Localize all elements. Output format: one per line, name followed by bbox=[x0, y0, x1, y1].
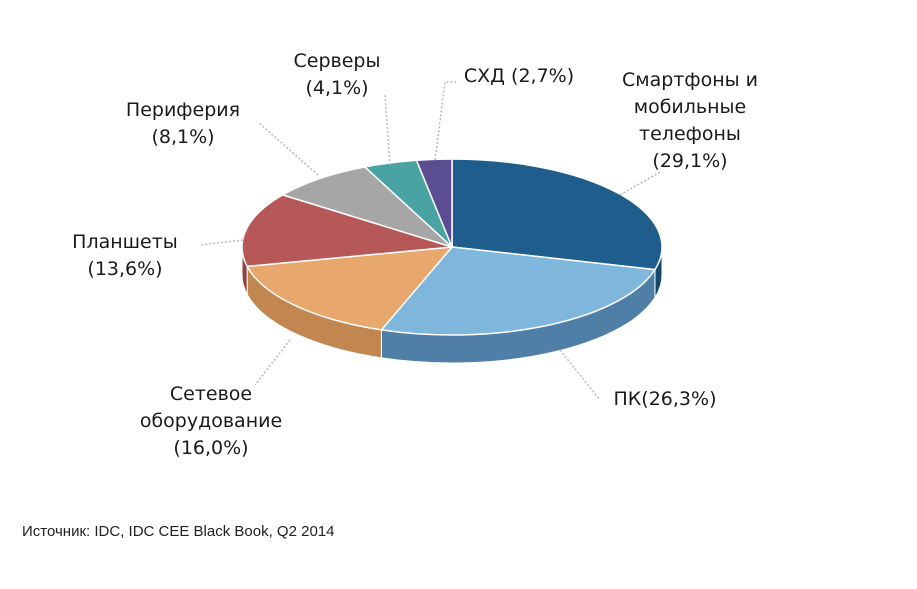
leader-line-5 bbox=[384, 94, 391, 166]
slice-label-0: Смартфоны и мобильные телефоны (29,1%) bbox=[622, 69, 758, 172]
pie-slice-1 bbox=[379, 246, 657, 336]
leader-line-4 bbox=[257, 121, 319, 176]
leader-line-1 bbox=[559, 349, 601, 401]
leader-line-2 bbox=[254, 339, 291, 386]
slice-label-6: СХД (2,7%) bbox=[464, 65, 574, 87]
slice-label-1: ПК(26,3%) bbox=[614, 388, 717, 410]
pie-slice-2 bbox=[245, 246, 454, 331]
leader-line-6 bbox=[434, 81, 458, 161]
source-note: Источник: IDC, IDC CEE Black Book, Q2 20… bbox=[22, 523, 335, 540]
slice-label-2: Сетевое оборудование (16,0%) bbox=[140, 383, 282, 459]
slice-label-4: Периферия (8,1%) bbox=[126, 99, 240, 148]
pie-slices bbox=[241, 158, 663, 336]
slice-labels: Смартфоны и мобильные телефоны (29,1%) ПК(26… bbox=[72, 50, 758, 459]
pie-slice-0 bbox=[451, 158, 663, 271]
leader-line-3 bbox=[199, 239, 244, 246]
slice-label-3: Планшеты (13,6%) bbox=[72, 231, 178, 280]
leader-line-0 bbox=[619, 171, 661, 196]
label-leader-lines bbox=[199, 81, 661, 401]
pie-slice-6 bbox=[415, 158, 453, 248]
slice-label-5: Серверы (4,1%) bbox=[294, 50, 381, 99]
pie-slice-3 bbox=[241, 194, 453, 268]
pie-slice-4 bbox=[280, 166, 453, 248]
